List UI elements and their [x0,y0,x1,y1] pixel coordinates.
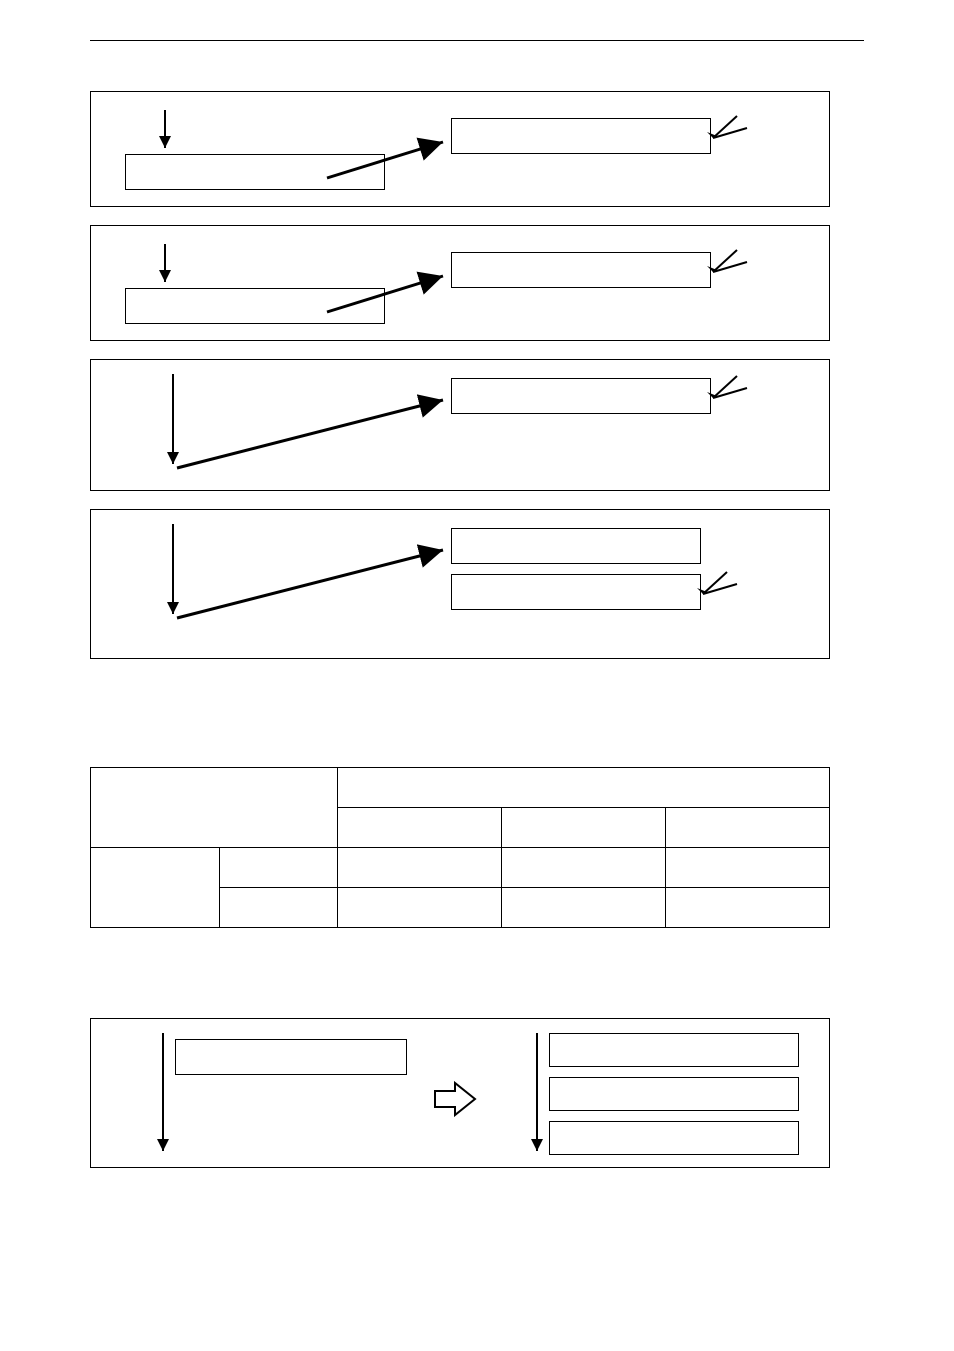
spacer-2 [90,928,864,1018]
p1-spark [707,116,747,138]
table-col-2-header [501,808,665,848]
panel-2 [90,225,830,341]
panel-5 [90,1018,830,1168]
table-header-left [91,768,338,848]
table-col-3-header [665,808,829,848]
p5-box-right-2 [549,1077,799,1111]
p5-big-arrow [435,1083,475,1115]
p1-box-right [451,118,711,154]
table-header-right [337,768,829,808]
table-row-1-label [220,848,338,888]
p4-arrow-diag [177,550,443,618]
data-table [90,767,830,928]
table-header-row-1 [91,768,830,808]
panel-3 [90,359,830,491]
p5-box-right-1 [549,1033,799,1067]
p4-box-right-top [451,528,701,564]
p5-box-right-3 [549,1121,799,1155]
p1-box-left [125,154,385,190]
p3-arrow-diag [177,400,443,468]
table-col-1-header [337,808,501,848]
table-cell-r1c1 [337,848,501,888]
p4-spark [697,572,737,594]
table-row-2-label [220,888,338,928]
p3-box-right [451,378,711,414]
table-cell-r1c2 [501,848,665,888]
p4-box-right-bottom [451,574,701,610]
table-row-1 [91,848,830,888]
p2-spark [707,250,747,272]
p2-box-left [125,288,385,324]
table-cell-r2c1 [337,888,501,928]
panel-4 [90,509,830,659]
page-content [90,40,864,1186]
table-cell-r2c3 [665,888,829,928]
p3-spark [707,376,747,398]
p2-box-right [451,252,711,288]
table-cell-r1c3 [665,848,829,888]
table-rowgroup-label [91,848,220,928]
p5-box-left [175,1039,407,1075]
top-rule [90,40,864,41]
panel-1 [90,91,830,207]
table-cell-r2c2 [501,888,665,928]
spacer-1 [90,677,864,767]
